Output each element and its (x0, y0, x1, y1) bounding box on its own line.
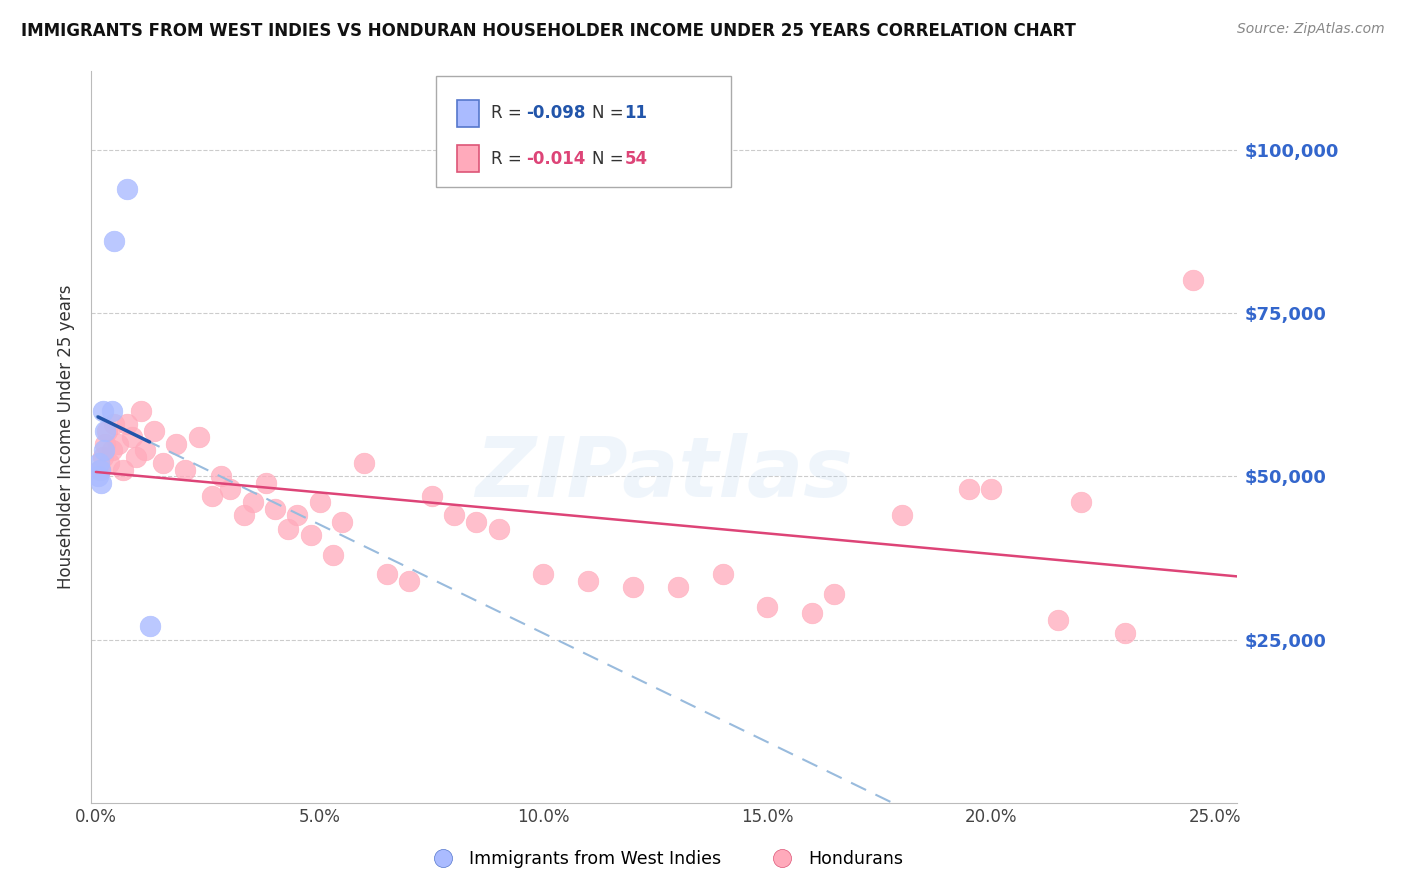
Point (93, 443, 115, 458)
Point (103, 417, 125, 431)
Point (533, 567, 555, 582)
Point (756, 599, 779, 614)
Text: -0.098: -0.098 (526, 104, 585, 122)
Point (488, 521, 510, 535)
Point (152, 456, 174, 470)
Point (420, 489, 443, 503)
Point (201, 489, 224, 503)
Point (174, 463, 197, 477)
Point (91, 404, 114, 418)
Point (299, 528, 322, 542)
Point (87, 469, 110, 483)
Point (1181, 273, 1204, 287)
Point (187, 430, 209, 444)
Text: N =: N = (592, 104, 628, 122)
Point (398, 574, 420, 588)
Text: Source: ZipAtlas.com: Source: ZipAtlas.com (1237, 22, 1385, 37)
Y-axis label: Householder Income Under 25 years: Householder Income Under 25 years (58, 285, 76, 590)
Point (666, 580, 689, 594)
Point (1114, 626, 1136, 640)
Point (957, 483, 980, 497)
Point (129, 404, 152, 418)
Point (711, 567, 734, 582)
Point (134, 443, 156, 458)
Point (121, 430, 143, 444)
Point (89, 463, 111, 477)
Point (100, 443, 122, 458)
Point (890, 508, 912, 523)
Point (232, 508, 254, 523)
Point (111, 463, 134, 477)
Point (94, 436, 117, 450)
Point (242, 495, 264, 509)
Point (330, 515, 353, 529)
Point (107, 436, 129, 450)
Point (96, 424, 118, 438)
Point (465, 515, 488, 529)
Point (443, 508, 465, 523)
Point (115, 182, 138, 196)
Point (115, 417, 138, 431)
Point (353, 456, 375, 470)
Text: IMMIGRANTS FROM WEST INDIES VS HONDURAN HOUSEHOLDER INCOME UNDER 25 YEARS CORREL: IMMIGRANTS FROM WEST INDIES VS HONDURAN … (21, 22, 1076, 40)
Point (823, 587, 845, 601)
Text: 54: 54 (624, 150, 647, 168)
Point (375, 567, 398, 582)
Text: R =: R = (491, 150, 527, 168)
Point (94, 424, 117, 438)
Point (621, 580, 644, 594)
Point (285, 508, 308, 523)
Point (125, 450, 148, 464)
Point (277, 521, 299, 535)
Point (90, 475, 112, 490)
Point (308, 495, 330, 509)
Point (98, 456, 121, 470)
Point (322, 548, 344, 562)
Point (980, 483, 1002, 497)
Point (1070, 495, 1092, 509)
Point (1047, 613, 1070, 627)
Point (165, 436, 187, 450)
Point (209, 469, 232, 483)
Point (103, 234, 125, 248)
Point (801, 607, 824, 621)
Point (143, 424, 166, 438)
Text: -0.014: -0.014 (526, 150, 585, 168)
Point (138, 619, 160, 633)
Point (100, 404, 122, 418)
Text: N =: N = (592, 150, 628, 168)
Point (264, 502, 287, 516)
Text: ZIPatlas: ZIPatlas (475, 434, 853, 514)
Text: 11: 11 (624, 104, 647, 122)
Point (91, 450, 114, 464)
Point (576, 574, 599, 588)
Point (89, 463, 111, 477)
Point (219, 483, 242, 497)
Legend: Immigrants from West Indies, Hondurans: Immigrants from West Indies, Hondurans (419, 843, 910, 874)
Text: R =: R = (491, 104, 527, 122)
Point (89, 456, 111, 470)
Point (254, 475, 277, 490)
